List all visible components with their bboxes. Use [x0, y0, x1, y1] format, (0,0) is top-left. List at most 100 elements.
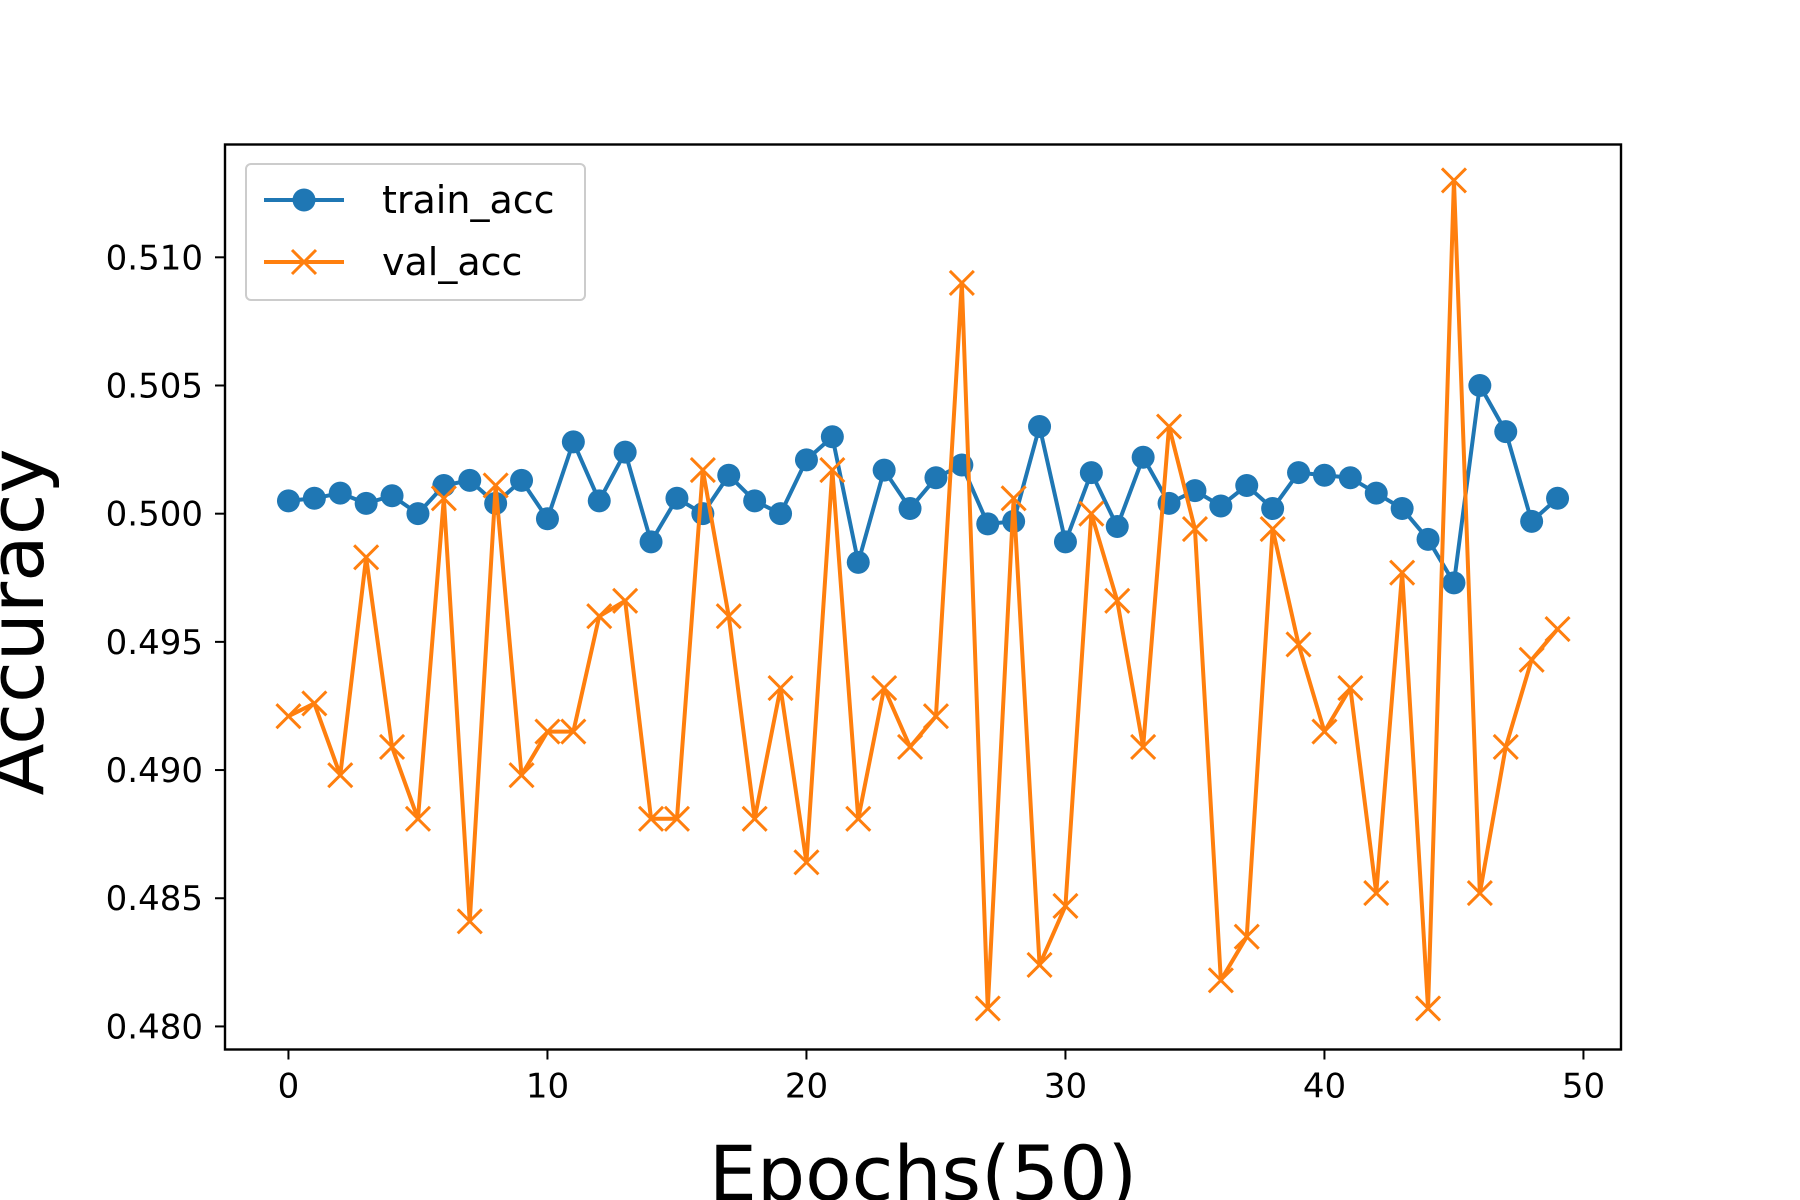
- val_acc-point: [275, 703, 302, 730]
- x-tick-label: 40: [1303, 1067, 1346, 1107]
- val_acc-point: [1078, 500, 1105, 527]
- val_acc-point: [1518, 646, 1545, 673]
- val_acc-point: [741, 805, 768, 832]
- series-train_acc: [276, 373, 1570, 595]
- train_acc-point: [665, 486, 689, 510]
- legend: train_acc val_acc: [245, 163, 586, 301]
- val_acc-point: [1207, 967, 1234, 994]
- train_acc-point: [535, 507, 559, 531]
- x-tick-label: 10: [526, 1067, 569, 1107]
- train_acc-point: [1390, 497, 1414, 521]
- train_acc-point: [1105, 514, 1129, 538]
- axes-frame: [223, 143, 1623, 1051]
- x-tick-label: 30: [1044, 1067, 1087, 1107]
- train_acc-point: [1131, 445, 1155, 469]
- train_acc-point: [1312, 463, 1336, 487]
- train_acc-point: [380, 484, 404, 508]
- y-tick-label: 0.495: [106, 623, 203, 663]
- train_acc-point: [794, 448, 818, 472]
- val_acc-point: [560, 718, 587, 745]
- train_acc-point: [924, 466, 948, 490]
- y-tick-label: 0.485: [106, 879, 203, 919]
- train_acc-point: [1209, 494, 1233, 518]
- train_acc-point: [846, 550, 870, 574]
- train_acc-point: [432, 473, 456, 497]
- val_acc-line: [287, 178, 1560, 1011]
- train_acc-point: [1079, 461, 1103, 485]
- train_acc-point: [1028, 415, 1052, 439]
- legend-marker: [290, 248, 318, 276]
- val_acc-point: [1181, 516, 1209, 543]
- train_acc-point: [872, 458, 896, 482]
- legend-marker: [292, 188, 316, 212]
- y-tick-label: 0.480: [106, 1007, 203, 1047]
- val_acc-point: [534, 718, 561, 745]
- val_acc-point: [922, 703, 950, 730]
- legend-label: train_acc: [382, 178, 555, 222]
- val_acc-point: [430, 485, 457, 512]
- train_acc-point: [302, 486, 326, 510]
- val_acc-point: [353, 544, 380, 571]
- val_acc-point: [1130, 733, 1157, 761]
- x-tick-label: 20: [785, 1067, 828, 1107]
- train_acc-point: [1520, 509, 1544, 533]
- train_acc-point: [743, 489, 767, 513]
- val_acc-point: [1233, 923, 1260, 950]
- x-axis-title: Epochs(50): [709, 1129, 1137, 1200]
- legend-entry-train_acc: train_acc: [264, 178, 555, 222]
- train_acc-point: [1364, 481, 1388, 505]
- train_acc-point: [898, 497, 922, 521]
- val_acc-point: [767, 674, 794, 702]
- train_acc-point: [1183, 479, 1207, 503]
- val_acc-point: [1466, 880, 1493, 907]
- train_acc-point: [1338, 466, 1362, 490]
- val_acc-point: [1285, 631, 1312, 658]
- train_acc-point: [1235, 473, 1259, 497]
- y-tick-label: 0.510: [106, 238, 203, 278]
- val_acc-point: [1000, 485, 1027, 512]
- train_acc-point: [1261, 497, 1285, 521]
- val_acc-point: [871, 674, 898, 702]
- train_acc-point: [354, 491, 378, 515]
- train_acc-point: [976, 512, 1000, 536]
- train_acc-point: [717, 463, 741, 487]
- val_acc-point: [1155, 413, 1183, 440]
- train_acc-point: [769, 502, 793, 526]
- val_acc-point: [715, 603, 742, 630]
- val_acc-point: [819, 457, 846, 484]
- val_acc-point: [1337, 674, 1364, 702]
- x-tick-label: 0: [278, 1067, 300, 1107]
- train_acc-point: [1494, 420, 1518, 444]
- val_acc-point: [637, 805, 665, 832]
- train_acc-point: [1287, 461, 1311, 485]
- train_acc-point: [406, 502, 430, 526]
- train_acc-point: [1416, 527, 1440, 551]
- val_acc-point: [612, 587, 639, 614]
- val_acc-point: [1440, 167, 1468, 194]
- val_acc-point: [663, 805, 691, 832]
- val_acc-point: [896, 733, 924, 761]
- train_acc-point: [639, 530, 663, 554]
- val_acc-point: [1311, 718, 1338, 745]
- val_acc-point: [1492, 733, 1519, 761]
- train_acc-point: [1546, 486, 1570, 510]
- val_acc-point: [793, 849, 820, 876]
- legend-entry-val_acc: val_acc: [264, 240, 522, 284]
- val_acc-point: [508, 762, 535, 789]
- val_acc-point: [974, 995, 1001, 1022]
- val_acc-point: [689, 457, 716, 484]
- y-axis: 0.480 0.485 0.490 0.495 0.500 0.505 0.510: [106, 238, 225, 1047]
- val_acc-point: [378, 733, 406, 761]
- val_acc-point: [845, 805, 872, 832]
- val_acc-point: [1259, 516, 1286, 543]
- train_acc-point: [561, 430, 585, 454]
- plot-area: [275, 167, 1571, 1022]
- train_acc-point: [587, 489, 611, 513]
- val_acc-point: [1544, 615, 1571, 643]
- val_acc-point: [1052, 892, 1079, 919]
- train_acc-point: [1053, 530, 1077, 554]
- train_acc-point: [276, 489, 300, 513]
- train_acc-point: [328, 481, 352, 505]
- series-val_acc: [275, 167, 1571, 1022]
